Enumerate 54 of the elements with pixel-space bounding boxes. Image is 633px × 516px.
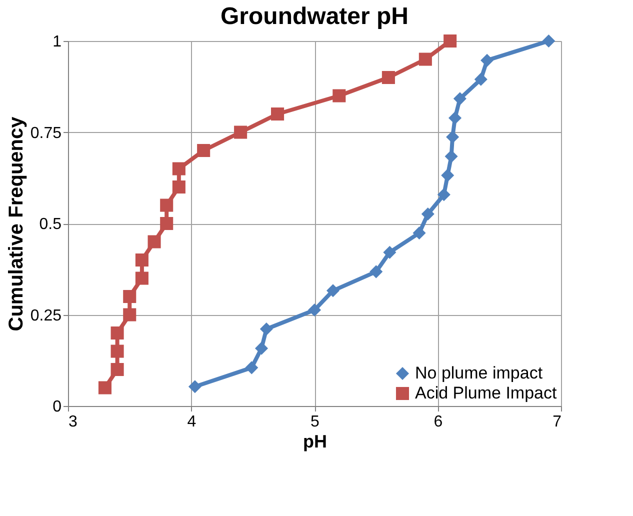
point [480, 54, 494, 67]
point [441, 168, 454, 182]
point [110, 344, 124, 358]
point [383, 246, 396, 259]
point [110, 362, 124, 376]
point [260, 322, 273, 336]
point [453, 92, 466, 106]
point [332, 89, 346, 102]
point [172, 162, 186, 176]
point [160, 216, 174, 230]
x-tick-label: 3 [68, 414, 78, 430]
point [135, 272, 148, 285]
point [160, 198, 174, 212]
x-tick-label: 4 [187, 414, 196, 430]
point [234, 126, 248, 139]
point [412, 226, 426, 240]
point [437, 188, 450, 202]
point [123, 308, 136, 322]
y-tick-label: 0.75 [30, 124, 62, 142]
point [474, 72, 488, 86]
point [308, 303, 322, 317]
point [382, 70, 395, 84]
x-tick-label: 6 [434, 414, 443, 430]
point [197, 144, 210, 158]
point [271, 107, 284, 121]
x-tick-label: 5 [310, 414, 320, 430]
point [245, 361, 258, 374]
point [98, 381, 112, 394]
point [370, 265, 383, 278]
point [326, 284, 340, 298]
point [172, 180, 186, 194]
point [110, 326, 124, 340]
point [444, 150, 458, 163]
chart-title: Groundwater pH [220, 3, 409, 30]
point [123, 290, 136, 304]
y-axis-title: Cumulative Frequency [5, 116, 28, 332]
y-tick-label: 0.5 [39, 216, 62, 233]
point [444, 34, 457, 48]
legend-label: No plume impact [415, 364, 543, 382]
point [188, 380, 202, 394]
point [448, 111, 462, 125]
legend-label: Acid Plume Impact [415, 384, 557, 402]
point [148, 235, 161, 248]
point [135, 253, 148, 267]
point [418, 52, 432, 66]
x-tick-label: 7 [552, 414, 562, 430]
y-tick-label: 0 [52, 398, 62, 416]
point [254, 342, 268, 355]
x-axis-title: pH [303, 432, 327, 452]
y-tick-label: 1 [52, 34, 62, 50]
point [446, 130, 460, 144]
point [542, 34, 556, 48]
y-tick-label: 0.25 [30, 307, 62, 324]
point [421, 207, 434, 221]
